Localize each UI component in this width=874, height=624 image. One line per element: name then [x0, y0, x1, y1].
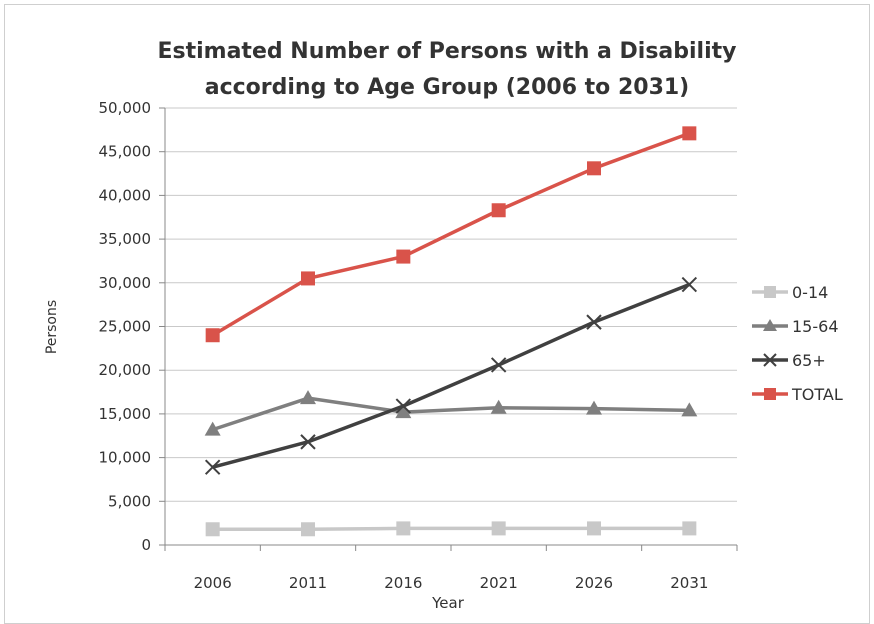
y-tick-label: 5,000 — [108, 492, 151, 510]
data-point — [682, 126, 697, 141]
data-point — [763, 353, 777, 367]
data-point — [764, 388, 776, 400]
x-tick-label: 2026 — [575, 574, 613, 592]
legend-item: TOTAL — [752, 385, 843, 404]
y-tick-label: 0 — [141, 536, 151, 554]
legend-label: 65+ — [792, 351, 826, 370]
data-point — [205, 522, 220, 537]
data-point — [681, 276, 698, 293]
data-point — [586, 314, 602, 330]
data-point — [587, 521, 601, 536]
data-point — [395, 404, 412, 419]
y-tick-label: 10,000 — [99, 449, 152, 467]
x-axis-label: Year — [431, 594, 465, 612]
legend-item: 0-14 — [752, 283, 828, 302]
data-point — [682, 521, 697, 536]
y-tick-label: 30,000 — [99, 274, 152, 292]
series-line — [211, 131, 690, 337]
data-point — [301, 271, 315, 286]
legend: 0-14 15-64 65+ TOTAL — [752, 283, 843, 404]
y-tick-label: 40,000 — [99, 186, 152, 204]
y-tick-label: 20,000 — [99, 361, 152, 379]
data-point — [490, 399, 507, 414]
y-tick-label: 25,000 — [99, 318, 152, 336]
data-point — [763, 319, 777, 331]
data-point — [586, 400, 602, 415]
data-point — [301, 522, 315, 537]
series-total — [205, 126, 697, 343]
data-point — [300, 390, 316, 405]
series-15-64 — [204, 390, 698, 436]
legend-item: 15-64 — [752, 317, 839, 336]
x-tick-label: 2016 — [384, 574, 422, 592]
legend-item: 65+ — [752, 351, 826, 370]
data-point — [396, 249, 411, 264]
legend-label: TOTAL — [791, 385, 843, 404]
series-line — [212, 282, 690, 469]
data-point — [491, 521, 506, 536]
legend-label: 0-14 — [792, 283, 828, 302]
data-point — [764, 286, 776, 298]
series-65- — [204, 276, 698, 475]
data-point — [204, 421, 221, 436]
axes: 0 5,000 10,000 15,000 20,000 25,000 30,000 35,0… — [99, 99, 738, 592]
x-tick-label: 2011 — [289, 574, 327, 592]
data-point — [300, 434, 316, 450]
x-tick-label: 2021 — [480, 574, 518, 592]
chart-frame — [4, 4, 870, 624]
data-point — [587, 161, 601, 176]
series-lines — [204, 126, 698, 537]
series-0-14 — [205, 521, 697, 537]
series-line — [212, 396, 690, 432]
x-tick-label: 2006 — [194, 574, 232, 592]
y-tick-label: 15,000 — [99, 405, 152, 423]
legend-label: 15-64 — [792, 317, 839, 336]
x-tick-label: 2031 — [670, 574, 708, 592]
data-point — [491, 203, 506, 218]
data-point — [490, 357, 507, 373]
y-tick-label: 45,000 — [99, 143, 152, 161]
chart-title-line-2: according to Age Group (2006 to 2031) — [205, 75, 690, 100]
series-line — [212, 526, 690, 532]
y-axis-label: Persons — [44, 300, 60, 354]
data-point — [396, 521, 411, 536]
data-point — [204, 459, 221, 475]
y-tick-label: 50,000 — [99, 99, 152, 117]
data-point — [395, 398, 412, 414]
y-tick-label: 35,000 — [99, 230, 152, 248]
data-point — [205, 328, 220, 343]
chart-title-line-1: Estimated Number of Persons with a Disab… — [157, 39, 736, 64]
data-point — [681, 402, 698, 417]
